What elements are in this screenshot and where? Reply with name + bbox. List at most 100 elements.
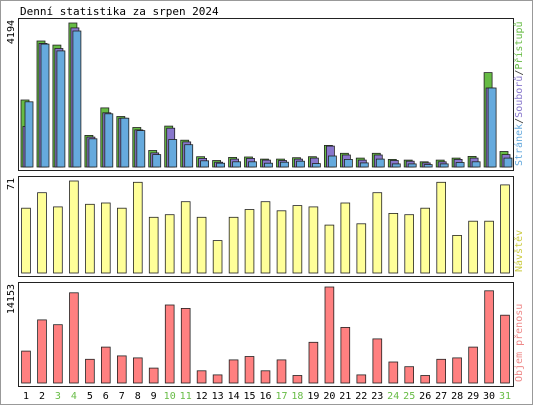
bar-visits-Návštěv-day-12 [196, 216, 207, 274]
bar-access-Stránek-day-23 [375, 158, 385, 168]
bar-access-Stránek-day-9 [152, 154, 162, 168]
bar-access-Stránek-day-14 [232, 161, 242, 168]
bar-visits-Návštěv-day-21 [340, 202, 351, 274]
x-tick-label: 28 [451, 391, 463, 402]
bar-kb-Objem přenosu-day-8 [132, 357, 143, 384]
bar-visits-Návštěv-day-28 [452, 234, 462, 274]
bar-access-Stránek-day-31 [503, 157, 513, 168]
bar-visits-Návštěv-day-26 [420, 207, 430, 274]
bar-access-Stránek-day-21 [343, 158, 353, 168]
bar-access-Stránek-day-20 [327, 155, 337, 168]
x-tick-label: 24 [387, 391, 399, 402]
bar-kb-Objem přenosu-day-12 [196, 370, 207, 384]
x-tick-label: 12 [196, 391, 208, 402]
panel-series-label: Stránek/Souborů/Přístupů [513, 21, 525, 166]
x-tick-label: 3 [55, 391, 61, 402]
bar-visits-Návštěv-day-2 [37, 192, 47, 274]
bar-visits-Návštěv-day-16 [260, 201, 271, 274]
x-tick-label: 9 [151, 391, 157, 402]
series-label-part: Objem přenosu [513, 304, 525, 382]
bar-kb-Objem přenosu-day-14 [228, 359, 239, 384]
series-label-part: / [514, 70, 525, 76]
bar-kb-Objem přenosu-day-17 [276, 359, 287, 384]
chart-title: Denní statistika za srpen 2024 [20, 5, 219, 18]
bar-kb-Objem přenosu-day-28 [452, 357, 462, 384]
x-tick-label: 23 [371, 391, 383, 402]
bar-kb-Objem přenosu-day-23 [372, 338, 383, 384]
x-tick-label: 13 [212, 391, 224, 402]
x-tick-label: 2 [39, 391, 45, 402]
series-label-part: Stránek [513, 124, 525, 166]
x-tick-label: 31 [499, 391, 511, 402]
bar-visits-Návštěv-day-27 [436, 181, 446, 274]
x-tick-label: 4 [71, 391, 77, 402]
bar-visits-Návštěv-day-31 [500, 184, 510, 274]
x-tick-label: 16 [259, 391, 271, 402]
bar-access-Stránek-day-3 [56, 50, 66, 168]
bar-access-Stránek-day-30 [487, 87, 497, 168]
bar-kb-Objem přenosu-day-25 [404, 366, 414, 384]
x-tick-label: 10 [164, 391, 176, 402]
bar-kb-Objem přenosu-day-11 [180, 307, 191, 384]
bar-kb-Objem přenosu-day-18 [292, 375, 303, 384]
bar-kb-Objem přenosu-day-21 [340, 326, 351, 384]
panel-series-label: Objem přenosu [513, 304, 525, 382]
bar-access-Stránek-day-8 [136, 130, 146, 168]
x-tick-label: 15 [243, 391, 255, 402]
bar-kb-Objem přenosu-day-30 [484, 290, 494, 384]
x-tick-label: 29 [467, 391, 479, 402]
x-tick-label: 6 [103, 391, 109, 402]
bar-visits-Návštěv-day-20 [324, 224, 335, 274]
series-label-part: / [514, 118, 525, 124]
bar-kb-Objem přenosu-day-13 [212, 374, 223, 384]
x-tick-label: 8 [135, 391, 141, 402]
bar-access-Stránek-day-1 [24, 101, 34, 168]
bar-access-Stránek-day-25 [407, 163, 417, 168]
bar-access-Stránek-day-10 [168, 139, 178, 168]
bar-visits-Návštěv-day-5 [85, 203, 95, 274]
bar-visits-Návštěv-day-30 [484, 220, 494, 274]
bar-visits-Návštěv-day-6 [101, 202, 111, 274]
bar-visits-Návštěv-day-13 [212, 240, 223, 274]
bar-kb-Objem přenosu-day-10 [164, 304, 175, 384]
bar-access-Stránek-day-29 [471, 161, 481, 168]
bar-kb-Objem přenosu-day-24 [388, 361, 399, 384]
bar-kb-Objem přenosu-day-5 [85, 358, 95, 384]
bar-visits-Návštěv-day-23 [372, 192, 383, 274]
panel-visits: 71 Návštěv [6, 176, 525, 277]
panel-access: 4194 Stránek/Souborů/Přístupů [6, 18, 525, 171]
bar-visits-Návštěv-day-24 [388, 212, 399, 274]
bar-kb-Objem přenosu-day-22 [356, 374, 367, 384]
x-tick-label: 19 [307, 391, 319, 402]
x-tick-label: 7 [119, 391, 125, 402]
x-tick-label: 30 [483, 391, 495, 402]
bar-kb-Objem přenosu-day-16 [260, 370, 271, 384]
bar-access-Stránek-day-2 [40, 43, 50, 168]
y-max-label: 14153 [6, 284, 17, 314]
bar-visits-Návštěv-day-22 [356, 223, 367, 274]
bar-kb-Objem přenosu-day-4 [69, 292, 79, 384]
bar-visits-Návštěv-day-29 [468, 220, 478, 274]
x-tick-label: 20 [323, 391, 335, 402]
x-tick-label: 21 [339, 391, 351, 402]
bar-access-Stránek-day-28 [455, 162, 465, 168]
bar-visits-Návštěv-day-4 [69, 180, 79, 274]
bar-visits-Návštěv-day-14 [228, 216, 239, 274]
bar-access-Stránek-day-19 [311, 163, 321, 168]
bar-access-Stránek-day-13 [216, 162, 226, 168]
bar-access-Stránek-day-15 [248, 161, 257, 168]
bar-visits-Návštěv-day-18 [292, 205, 303, 274]
y-max-label: 4194 [6, 20, 17, 44]
y-max-label: 71 [6, 178, 17, 190]
bar-access-Stránek-day-11 [184, 144, 194, 168]
bar-kb-Objem přenosu-day-7 [117, 355, 127, 384]
bar-access-Stránek-day-22 [359, 162, 369, 168]
bar-kb-Objem přenosu-day-29 [468, 346, 478, 384]
bar-visits-Návštěv-day-25 [404, 214, 414, 274]
bar-kb-Objem přenosu-day-6 [101, 346, 111, 384]
bar-kb-Objem přenosu-day-1 [21, 350, 31, 384]
bar-kb-Objem přenosu-day-19 [308, 341, 319, 384]
x-tick-label: 25 [403, 391, 415, 402]
bar-access-Stránek-day-5 [88, 138, 98, 168]
x-tick-label: 22 [355, 391, 367, 402]
